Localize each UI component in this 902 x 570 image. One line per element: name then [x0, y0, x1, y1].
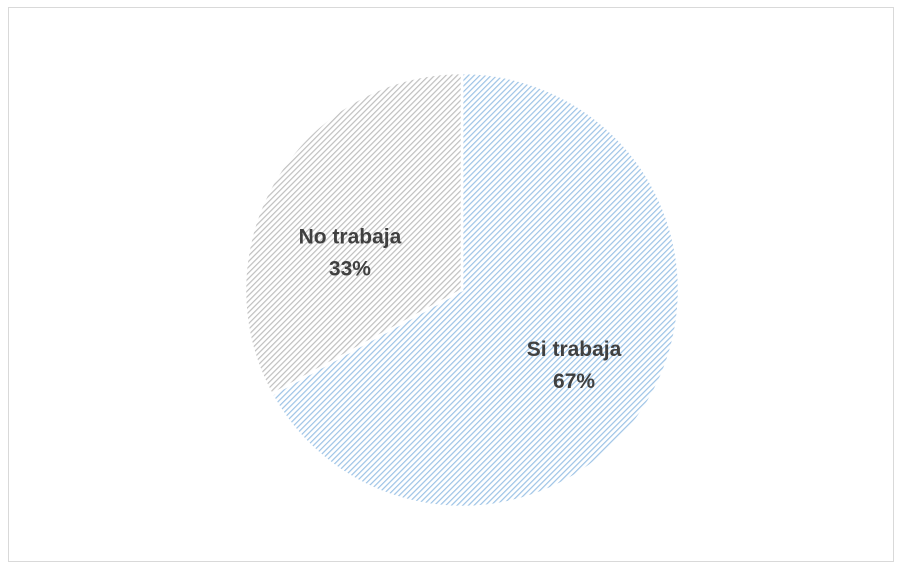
slice-value-label: 67% — [553, 370, 595, 393]
slice-value-label: 33% — [329, 257, 371, 280]
slice-label: No trabaja — [299, 225, 402, 248]
pie-slice — [243, 71, 464, 397]
slice-label: Si trabaja — [527, 338, 622, 361]
pie-slice — [270, 71, 681, 509]
